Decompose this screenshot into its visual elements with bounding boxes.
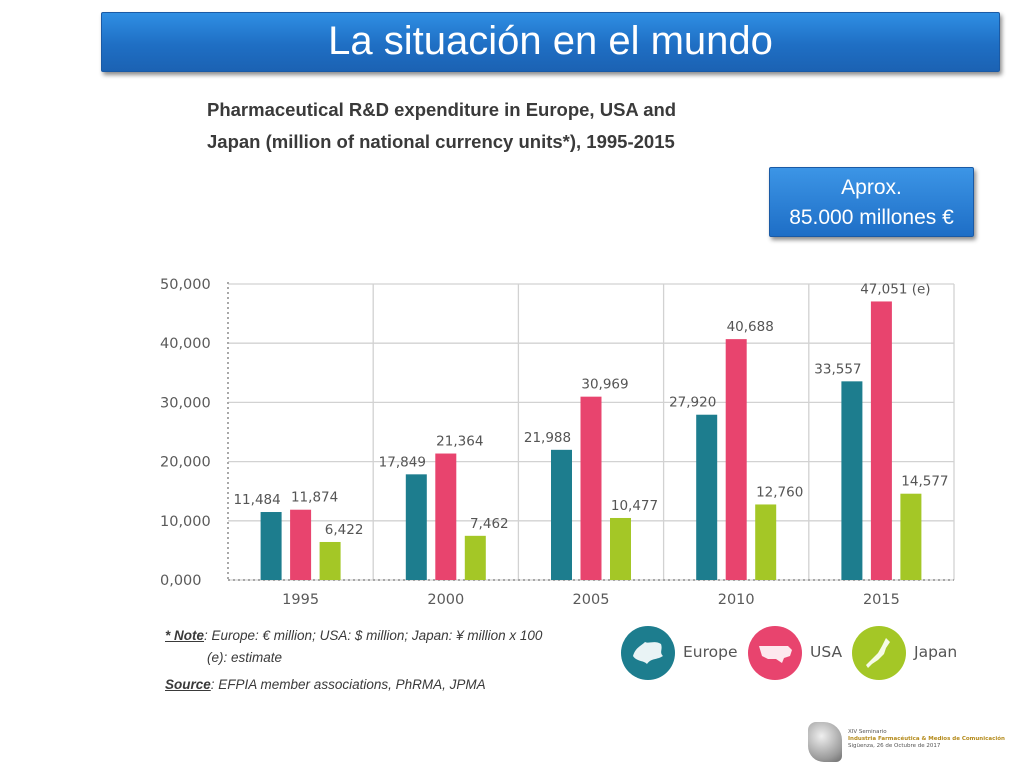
y-tick-label: 20,000 <box>160 455 211 471</box>
logo-line2: Industria Farmacéutica & Medios de Comun… <box>848 736 1005 742</box>
data-label: 33,557 <box>814 361 861 377</box>
usa-map-icon <box>748 626 802 680</box>
callout-line1: Aprox. <box>841 176 902 199</box>
bar-europe <box>841 381 863 580</box>
note-estimate: (e): estimate <box>207 650 283 665</box>
note-text: : Europe: € million; USA: $ million; Jap… <box>204 628 543 643</box>
bar-usa <box>870 301 892 580</box>
x-tick-label: 2005 <box>573 592 610 608</box>
total-callout: Aprox. 85.000 millones € <box>769 167 974 237</box>
seminar-logo: XIV Seminario Industria Farmacéutica & M… <box>808 720 1018 766</box>
legend-label-usa: USA <box>810 643 843 661</box>
x-tick-label: 2000 <box>427 592 464 608</box>
source-label: Source <box>165 677 211 692</box>
bar-usa <box>435 453 457 580</box>
y-tick-label: 40,000 <box>160 336 211 352</box>
bar-japan <box>900 493 922 580</box>
bar-europe <box>405 474 427 580</box>
bar-japan <box>755 504 777 580</box>
callout-line2: 85.000 millones € <box>789 206 954 229</box>
bar-usa <box>290 509 312 580</box>
data-label: 21,364 <box>436 434 483 450</box>
chart-source: Source: EFPIA member associations, PhRMA… <box>165 677 486 692</box>
note-label: * Note <box>165 628 205 643</box>
data-label: 10,477 <box>611 498 658 514</box>
bar-japan <box>319 541 341 580</box>
y-tick-label: 50,000 <box>160 277 211 293</box>
data-label: 47,051 (e) <box>860 281 930 297</box>
data-label: 6,422 <box>325 522 364 538</box>
data-label: 27,920 <box>669 395 716 411</box>
data-label: 11,484 <box>233 492 280 508</box>
legend-label-europe: Europe <box>683 643 738 661</box>
y-tick-label: 30,000 <box>160 395 211 411</box>
y-tick-label: 0,000 <box>160 573 202 589</box>
source-text: : EFPIA member associations, PhRMA, JPMA <box>210 677 486 692</box>
x-tick-label: 1995 <box>282 592 319 608</box>
logo-line3: Sigüenza, 26 de Octubre de 2017 <box>848 743 941 749</box>
data-label: 30,969 <box>581 377 628 393</box>
data-label: 12,760 <box>756 484 803 500</box>
logo-line1: XIV Seminario <box>848 729 887 735</box>
legend-label-japan: Japan <box>914 643 958 661</box>
bar-europe <box>551 449 572 580</box>
bar-europe <box>696 414 718 580</box>
bar-usa <box>580 396 602 580</box>
bar-japan <box>610 517 631 580</box>
y-tick-label: 10,000 <box>160 514 211 530</box>
chart-title: Pharmaceutical R&D expenditure in Europe… <box>207 94 727 158</box>
data-label: 11,874 <box>291 490 338 506</box>
data-label: 17,849 <box>379 454 426 470</box>
data-label: 7,462 <box>470 516 509 532</box>
japan-map-icon <box>852 626 906 680</box>
bar-japan <box>464 535 486 580</box>
bar-usa <box>725 339 747 580</box>
data-label: 21,988 <box>524 430 571 446</box>
seminar-logo-icon <box>808 722 842 762</box>
chart-note: * Note: Europe: € million; USA: $ millio… <box>165 628 542 643</box>
data-label: 14,577 <box>901 474 948 490</box>
bar-chart: 0,000 10,000 20,000 30,000 40,000 50,000 11,48… <box>160 277 955 608</box>
x-tick-label: 2010 <box>718 592 755 608</box>
slide-title: La situación en el mundo <box>101 12 1000 72</box>
x-tick-label: 2015 <box>863 592 900 608</box>
data-label: 40,688 <box>727 319 774 335</box>
chart-title-line1: Pharmaceutical R&D expenditure in Europe… <box>207 99 677 120</box>
chart-title-line2: Japan (million of national currency unit… <box>207 131 675 152</box>
bar-europe <box>260 512 282 580</box>
europe-map-icon <box>621 626 675 680</box>
